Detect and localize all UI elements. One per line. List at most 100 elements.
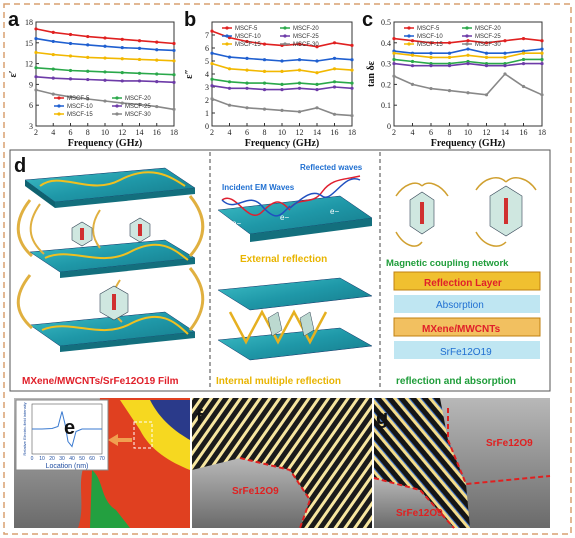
series-line [35,37,175,52]
inset-x-label: Location (nm) [46,463,89,470]
x-tick-label: 8 [86,128,90,137]
inset-y-label: Relative Electric-field intensity [22,402,27,455]
multiple-reflection-path [228,309,328,345]
data-point [540,62,544,66]
grain-boundary [239,457,312,529]
cnt-curve [41,315,189,335]
data-point [540,51,544,55]
legend-label: MSCF-15 [417,42,443,48]
film-label: MXene/MWCNTs/SrFe12O19 Film [22,376,179,387]
data-point [484,93,489,97]
data-point [155,80,159,84]
data-point [86,77,90,82]
crystal-region-1 [440,398,550,528]
legend-label: MSCF-20 [475,26,501,32]
data-point [280,88,284,92]
data-point [51,39,55,44]
data-point [521,57,526,62]
legend-label: MSCF-10 [67,104,93,110]
x-tick-label: 2 [34,128,38,137]
data-point [227,80,232,84]
data-point [315,45,319,49]
data-point [350,58,354,62]
data-point [280,59,284,63]
data-point [297,110,302,114]
legend-label: MSCF-10 [235,34,261,40]
y-tick-label: 1 [205,109,209,118]
data-point [315,71,319,75]
data-point [315,88,319,92]
y-tick-label: 6 [205,44,209,53]
sheet-internal-bottom [217,327,373,361]
magnet-dipole [112,294,116,310]
field-arc [16,274,34,330]
x-tick-label: 12 [118,128,126,137]
data-point [155,72,159,76]
legend-marker [465,34,469,38]
legend-marker [465,42,469,46]
reflection-layer-label: Reflection Layer [424,278,502,289]
data-point [103,56,107,60]
x-tick-label: 8 [448,128,452,137]
legend-marker [283,26,287,30]
data-point [86,97,90,101]
magnet-dipole [420,202,424,224]
field-line [475,231,507,247]
x-tick-label: 2 [392,128,396,137]
data-point [51,30,55,34]
inset-x-tick-label: 0 [31,456,34,462]
sheet-top-edge [25,180,55,208]
arrow-icon [108,434,132,446]
legend-marker [115,96,119,100]
data-point [484,41,489,45]
data-point [262,69,267,73]
data-point [86,55,90,59]
panel-g-image [373,398,551,529]
inset-x-tick-label: 20 [49,456,55,462]
panel-label-d: d [14,155,26,177]
y-axis-label: ε″ [184,69,195,79]
data-point [350,86,354,90]
incident-label: Incident EM Waves [222,183,295,192]
data-point [332,56,337,61]
data-point [447,41,452,45]
x-tick-label: 2 [210,128,214,137]
reflected-wave [289,175,361,209]
data-point [137,71,142,75]
y-tick-label: 7 [205,31,209,40]
data-point [210,29,214,33]
srfe-band [394,341,540,359]
data-point [68,68,73,73]
data-point [262,81,267,85]
data-point [172,48,176,53]
field-map-blue [150,400,190,440]
incident-wave [221,197,291,216]
data-point [68,32,73,37]
srfe-label-g2: SrFe12O9 [396,508,443,519]
data-point [120,37,124,41]
data-point [315,59,319,63]
mxene-layer-label: MXene/MWCNTs [422,324,501,335]
data-point [155,40,159,44]
y-axis-label: tan δε [366,60,377,87]
cnt-curve [39,171,186,187]
data-point [484,55,489,59]
data-point [429,55,433,59]
data-point [466,62,470,66]
field-map-green [90,470,130,528]
y-tick-label: 0.3 [381,60,391,69]
data-point [540,57,544,62]
data-point [120,57,124,61]
y-tick-label: 15 [25,39,33,48]
data-point [392,57,396,62]
data-point [350,68,354,72]
inset-x-tick-label: 40 [69,456,75,462]
data-point [227,67,232,71]
x-tick-label: 14 [136,128,144,137]
data-point [34,75,38,79]
data-point [447,64,452,68]
legend-marker [57,104,61,108]
data-point [262,88,267,92]
data-point [34,37,38,41]
data-point [540,47,544,51]
